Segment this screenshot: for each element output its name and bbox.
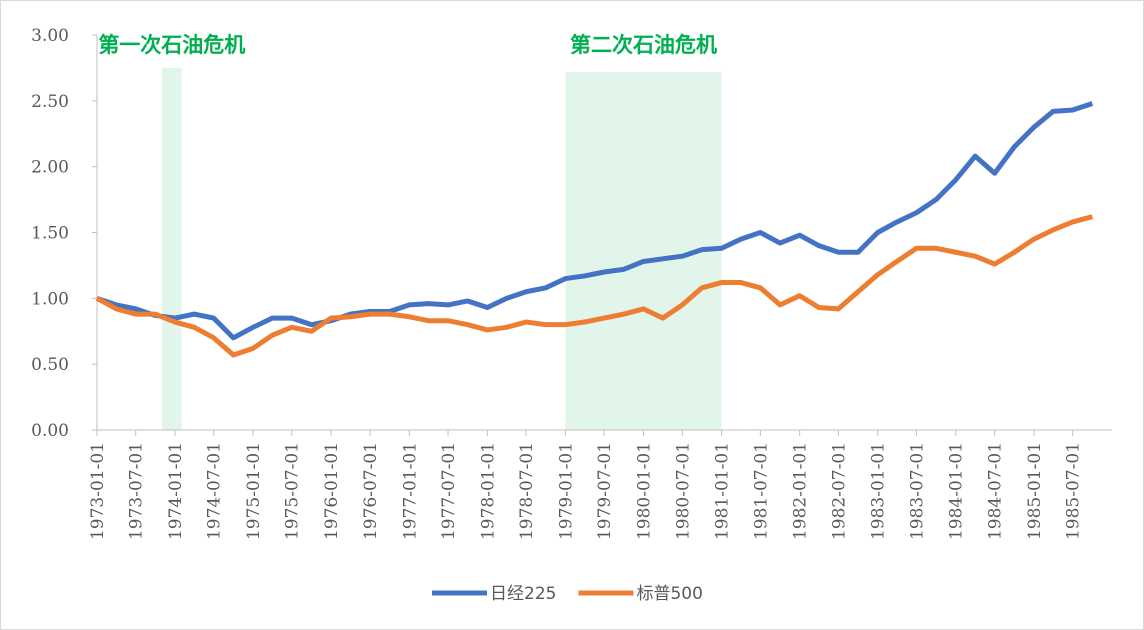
- x-tick-label: 1978-07-01: [517, 442, 537, 540]
- x-tick-label: 1979-07-01: [595, 442, 615, 540]
- legend-label: 日经225: [490, 584, 556, 604]
- y-tick-label: 0.00: [31, 421, 69, 441]
- x-tick-label: 1974-01-01: [166, 442, 186, 540]
- x-tick-label: 1980-01-01: [634, 442, 654, 540]
- series-line: [96, 101, 1094, 341]
- x-tick-label: 1980-07-01: [673, 442, 693, 540]
- x-tick-label: 1983-07-01: [907, 442, 927, 540]
- x-tick-label: 1975-07-01: [283, 442, 303, 540]
- x-tick-label: 1985-07-01: [1064, 442, 1084, 540]
- shaded-period: [161, 67, 182, 431]
- x-tick-label: 1984-07-01: [986, 442, 1006, 540]
- x-tick-label: 1976-01-01: [322, 442, 342, 540]
- x-tick-label: 1982-01-01: [791, 442, 811, 540]
- annotation: 第二次石油危机: [570, 33, 717, 57]
- x-tick-label: 1978-01-01: [478, 442, 498, 540]
- x-tick-label: 1981-01-01: [713, 442, 733, 540]
- y-tick-label: 2.00: [31, 158, 69, 178]
- x-tick-label: 1979-01-01: [556, 442, 576, 540]
- x-tick-label: 1985-01-01: [1025, 442, 1045, 540]
- y-tick-label: 2.50: [31, 92, 69, 112]
- series-line: [95, 214, 1093, 358]
- x-tick-label: 1981-07-01: [751, 442, 771, 540]
- x-tick-label: 1977-07-01: [439, 442, 459, 540]
- x-tick-label: 1975-01-01: [244, 442, 264, 540]
- legend-label: 标普500: [636, 584, 702, 604]
- y-tick-label: 1.00: [31, 289, 69, 309]
- x-tick-label: 1973-07-01: [127, 442, 147, 540]
- y-tick-label: 3.00: [31, 26, 69, 46]
- x-tick-label: 1977-01-01: [400, 442, 420, 540]
- x-tick-label: 1984-01-01: [947, 442, 967, 540]
- annotation: 第一次石油危机: [98, 33, 245, 57]
- x-tick-label: 1982-07-01: [829, 442, 849, 540]
- y-tick-label: 1.50: [31, 224, 69, 244]
- x-tick-label: 1976-07-01: [361, 442, 381, 540]
- x-tick-label: 1973-01-01: [88, 442, 108, 540]
- x-tick-label: 1983-01-01: [869, 442, 889, 540]
- x-tick-label: 1974-07-01: [205, 442, 225, 540]
- y-tick-label: 0.50: [31, 355, 69, 375]
